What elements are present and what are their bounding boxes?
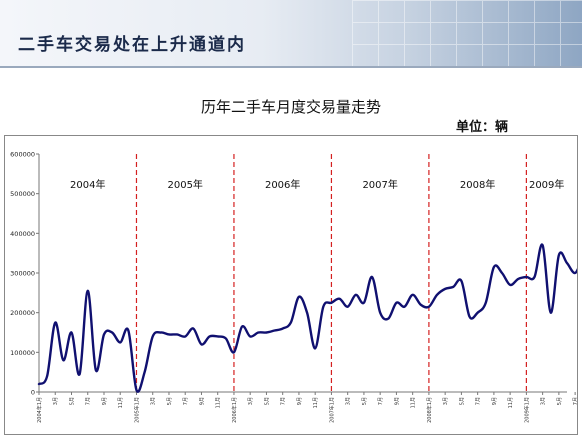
x-tick-label: 11月	[508, 397, 514, 408]
x-tick-label: 7月	[281, 397, 287, 405]
x-tick-label: 7月	[476, 397, 482, 405]
y-tick-label: 300000	[10, 270, 35, 278]
line-chart: 0 100000 200000 300000 400000 500000 600000 200…	[10, 151, 577, 423]
x-tick-label: 7月	[183, 397, 189, 405]
series-line	[37, 243, 577, 393]
x-tick-label: 2008年1月	[426, 397, 433, 423]
x-tick-label: 5月	[362, 397, 368, 405]
y-tick-label: 200000	[10, 309, 35, 317]
x-tick-label: 7月	[378, 397, 384, 405]
x-tick-label: 5月	[69, 397, 75, 405]
y-tick-label: 100000	[10, 349, 35, 357]
x-tick-label: 7月	[86, 397, 92, 405]
x-tick-label: 11月	[216, 397, 222, 408]
year-label: 2006年	[265, 178, 300, 191]
x-tick-label: 3月	[346, 397, 352, 405]
chart-title: 历年二手车月度交易量走势	[200, 98, 381, 116]
x-tick-label: 9月	[297, 397, 303, 405]
x-tick-label: 11月	[118, 397, 124, 408]
year-label: 2004年	[70, 178, 105, 191]
x-tick-label: 2009年1月	[523, 397, 530, 423]
y-tick-label: 0	[31, 389, 35, 397]
y-tick-label: 400000	[10, 230, 35, 238]
x-tick-label: 9月	[492, 397, 498, 405]
x-tick-label: 5月	[264, 397, 270, 405]
year-label: 2005年	[167, 178, 202, 191]
x-tick-label: 3月	[443, 397, 449, 405]
slide-title: 二手车交易处在上升通道内	[18, 35, 246, 55]
header-banner: 二手车交易处在上升通道内	[0, 0, 582, 68]
x-tick-label: 2005年1月	[133, 397, 140, 423]
x-tick-label: 5月	[167, 397, 173, 405]
x-tick-label: 9月	[199, 397, 205, 405]
x-tick-label: 3月	[151, 397, 157, 405]
banner-decoration	[352, 0, 582, 66]
x-tick-label: 5月	[557, 397, 563, 405]
x-tick-label: 11月	[313, 397, 319, 408]
x-tick-label: 2007年1月	[328, 397, 335, 423]
x-tick-label: 3月	[248, 397, 254, 405]
y-tick-label: 600000	[10, 151, 35, 159]
x-tick-label: 5月	[459, 397, 465, 405]
chart-panel: 0 100000 200000 300000 400000 500000 600000 200…	[4, 135, 578, 435]
unit-label: 单位：辆	[456, 120, 509, 135]
x-tick-label: 3月	[541, 397, 547, 405]
x-tick-label: 2006年1月	[231, 397, 238, 423]
year-label: 2008年	[460, 178, 495, 191]
year-label: 2007年	[362, 178, 397, 191]
year-label: 2009年	[529, 178, 564, 191]
x-tick-label: 9月	[102, 397, 108, 405]
x-tick-label: 11月	[411, 397, 417, 408]
x-tick-label: 2004年1月	[36, 397, 43, 423]
x-tick-label: 9月	[394, 397, 400, 405]
x-tick-label: 3月	[53, 397, 59, 405]
y-tick-label: 500000	[10, 190, 35, 198]
x-tick-label: 7月	[573, 397, 577, 405]
